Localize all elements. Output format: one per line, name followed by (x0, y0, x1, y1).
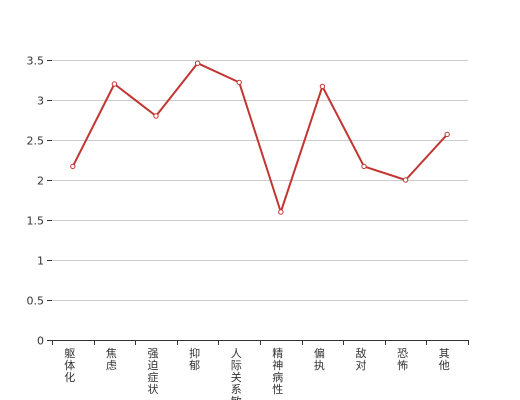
series-line-path (71, 62, 448, 213)
data-point (236, 79, 242, 86)
x-tick-label: 焦虑 (106, 347, 117, 372)
data-point (278, 209, 284, 215)
data-point (70, 163, 76, 170)
data-point (194, 60, 201, 66)
y-tick-labels: 0 0.5 1 1.5 2 2.5 3 3.5 (27, 55, 45, 348)
series-line (70, 60, 450, 215)
data-point (444, 131, 450, 138)
y-tick-label: 2.5 (27, 135, 45, 148)
x-tick-label: 抑郁 (189, 346, 200, 372)
data-point (361, 163, 367, 170)
y-tick-label: 0.5 (27, 295, 45, 308)
x-tick-label: 恐怖 (397, 347, 408, 372)
x-tick-label: 强迫症状 (148, 347, 159, 396)
x-tick-label: 人际关系敏感 (231, 347, 242, 400)
y-tick-label: 2 (37, 175, 44, 188)
grid-lines (52, 60, 468, 301)
x-tick-labels: 躯体化 焦虑 强迫症状 抑郁 人际关系敏感 精神病性 偏执 敌对 恐怖 其他 (64, 346, 449, 400)
y-tick-label: 1.5 (27, 215, 45, 228)
y-tick-label: 1 (37, 255, 44, 268)
y-tick-label: 0 (37, 335, 44, 348)
x-tick-label: 躯体化 (64, 347, 75, 384)
data-point (402, 177, 409, 183)
data-point (111, 81, 118, 87)
y-tick-label: 3.5 (27, 55, 45, 68)
x-tick-label: 精神病性 (272, 347, 283, 396)
x-tick-label: 敌对 (356, 346, 367, 372)
data-point (153, 113, 159, 119)
x-tick-label: 偏执 (314, 346, 325, 372)
y-tick-label: 3 (37, 95, 44, 108)
data-point (319, 83, 326, 90)
x-tick-label: 其他 (439, 347, 450, 372)
axes (47, 60, 469, 345)
